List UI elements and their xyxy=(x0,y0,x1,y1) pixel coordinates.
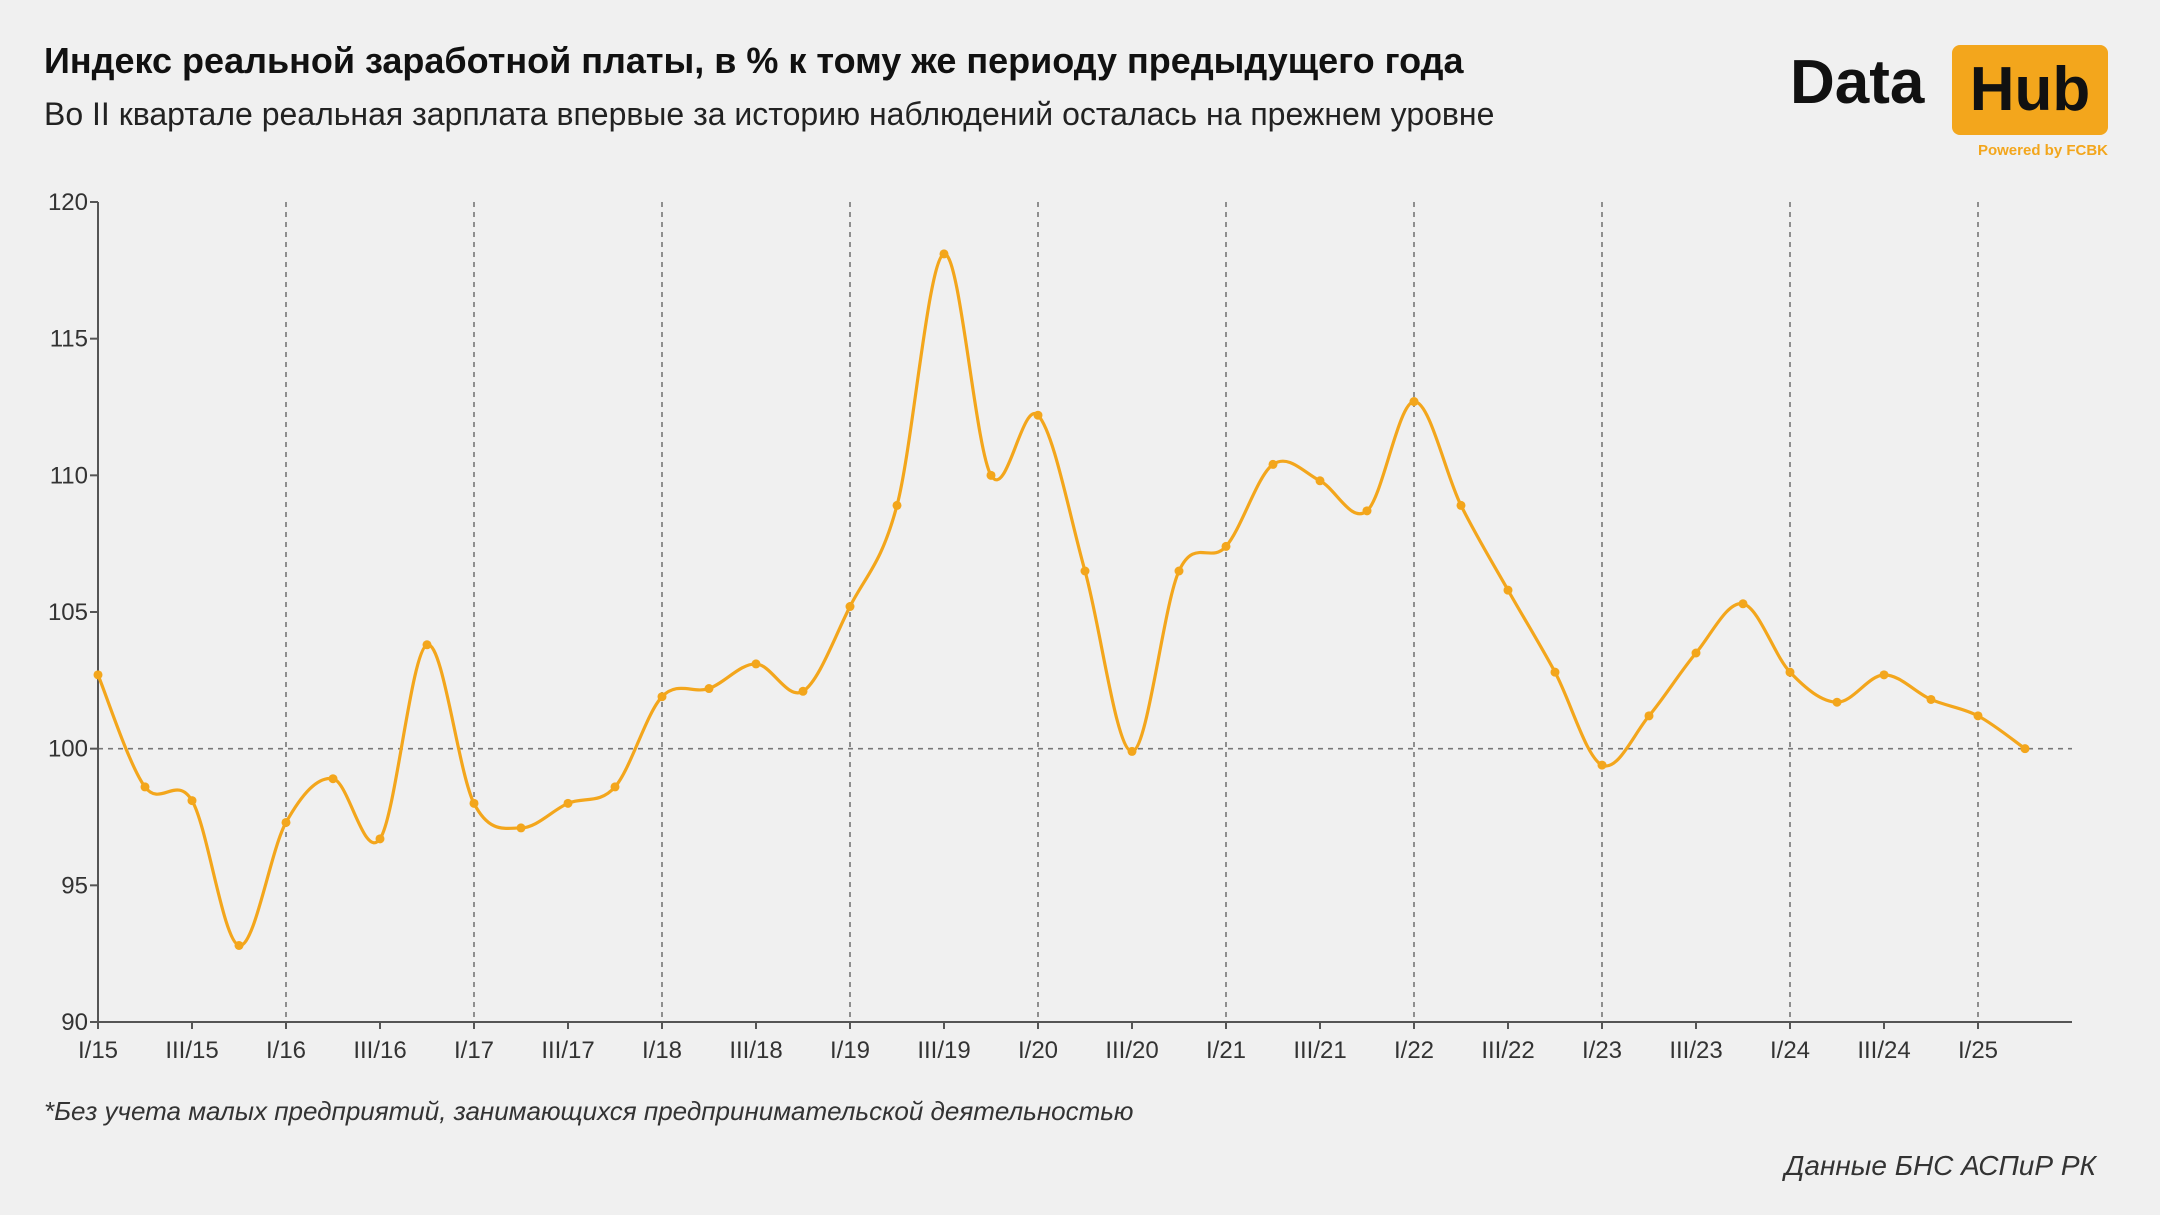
x-tick-label: I/24 xyxy=(1770,1037,1810,1064)
data-point xyxy=(939,249,949,259)
chart-axes xyxy=(97,202,2072,1023)
logo-word-data: Data xyxy=(1790,48,1925,117)
y-tick-label: 105 xyxy=(48,599,88,626)
data-point xyxy=(234,940,244,950)
x-tick-label: I/18 xyxy=(642,1037,682,1064)
data-point xyxy=(1362,506,1372,516)
x-tick-label: III/18 xyxy=(729,1037,782,1064)
chart-subtitle: Во II квартале реальная зарплата впервые… xyxy=(44,96,1495,132)
data-point xyxy=(1973,711,1983,721)
data-point xyxy=(1080,566,1090,576)
x-tick-label: III/19 xyxy=(917,1037,970,1064)
data-point xyxy=(375,834,385,844)
source-note: Данные БНС АСПиР РК xyxy=(1784,1150,2096,1181)
data-point xyxy=(281,817,291,827)
x-tick-label: III/23 xyxy=(1669,1037,1722,1064)
data-point xyxy=(1738,599,1748,609)
footnote: *Без учета малых предприятий, занимающих… xyxy=(44,1096,1134,1126)
x-tick-label: I/22 xyxy=(1394,1037,1434,1064)
data-point xyxy=(1785,667,1795,677)
y-tick-label: 115 xyxy=(50,326,88,353)
x-tick-label: III/21 xyxy=(1293,1037,1346,1064)
data-point xyxy=(328,774,338,784)
data-point xyxy=(892,500,902,510)
data-point xyxy=(1926,694,1936,704)
data-point xyxy=(610,782,620,792)
x-tick-label: I/15 xyxy=(78,1037,118,1064)
data-point xyxy=(1456,500,1466,510)
x-tick-label: III/20 xyxy=(1105,1037,1158,1064)
data-point xyxy=(140,782,150,792)
data-point xyxy=(563,798,573,808)
data-point xyxy=(93,670,103,680)
x-tick-label: I/23 xyxy=(1582,1037,1622,1064)
x-tick-label: I/25 xyxy=(1958,1037,1998,1064)
y-tick-label: 95 xyxy=(61,872,88,899)
data-point xyxy=(1832,697,1842,707)
data-point xyxy=(1221,541,1231,551)
data-point xyxy=(1315,476,1325,486)
data-point xyxy=(1174,566,1184,576)
x-tick-label: III/16 xyxy=(353,1037,406,1064)
data-point xyxy=(1691,648,1701,658)
data-point xyxy=(657,692,667,702)
chart-title: Индекс реальной заработной платы, в % к … xyxy=(44,40,1464,81)
data-point xyxy=(2020,744,2030,754)
y-tick-label: 110 xyxy=(50,462,88,489)
x-tick-label: I/17 xyxy=(454,1037,494,1064)
y-tick-label: 100 xyxy=(48,736,88,763)
y-tick-label: 90 xyxy=(61,1009,88,1036)
data-point xyxy=(1503,585,1513,595)
datahub-logo: Data Hub Powered by FCBK xyxy=(1790,42,2110,162)
data-point xyxy=(845,602,855,612)
data-point xyxy=(1879,670,1889,680)
y-axis-ticks: 90 95 100 105 110 115 120 xyxy=(48,189,98,1036)
x-tick-label: III/17 xyxy=(541,1037,594,1064)
data-point xyxy=(1127,746,1137,756)
data-point xyxy=(751,659,761,669)
series-line xyxy=(96,252,2026,948)
data-point xyxy=(1268,459,1278,469)
data-point xyxy=(516,823,526,833)
data-point xyxy=(986,470,996,480)
data-point xyxy=(1033,410,1043,420)
data-point xyxy=(1644,711,1654,721)
x-tick-label: III/15 xyxy=(165,1037,218,1064)
x-tick-label: III/24 xyxy=(1857,1037,1910,1064)
y-tick-label: 120 xyxy=(48,189,88,216)
data-point xyxy=(469,798,479,808)
x-tick-label: I/16 xyxy=(266,1037,306,1064)
data-point xyxy=(422,640,432,650)
logo-word-hub: Hub xyxy=(1952,45,2108,135)
x-tick-label: III/22 xyxy=(1481,1037,1534,1064)
x-tick-label: I/20 xyxy=(1018,1037,1058,1064)
series-group xyxy=(96,252,2026,948)
x-tick-label: I/21 xyxy=(1206,1037,1246,1064)
data-point xyxy=(798,686,808,696)
vertical-gridlines xyxy=(285,202,1979,1022)
data-point xyxy=(704,684,714,694)
logo-powered-by: Powered by FCBK xyxy=(1977,142,2108,159)
data-points xyxy=(93,249,2030,950)
data-point xyxy=(1597,760,1607,770)
data-point xyxy=(1550,667,1560,677)
x-tick-label: I/19 xyxy=(830,1037,870,1064)
data-point xyxy=(1409,397,1419,407)
data-point xyxy=(187,796,197,806)
x-axis-ticks: I/15 III/15 I/16 III/16 I/17 III/17 I/18 III/18… xyxy=(78,1022,1998,1064)
